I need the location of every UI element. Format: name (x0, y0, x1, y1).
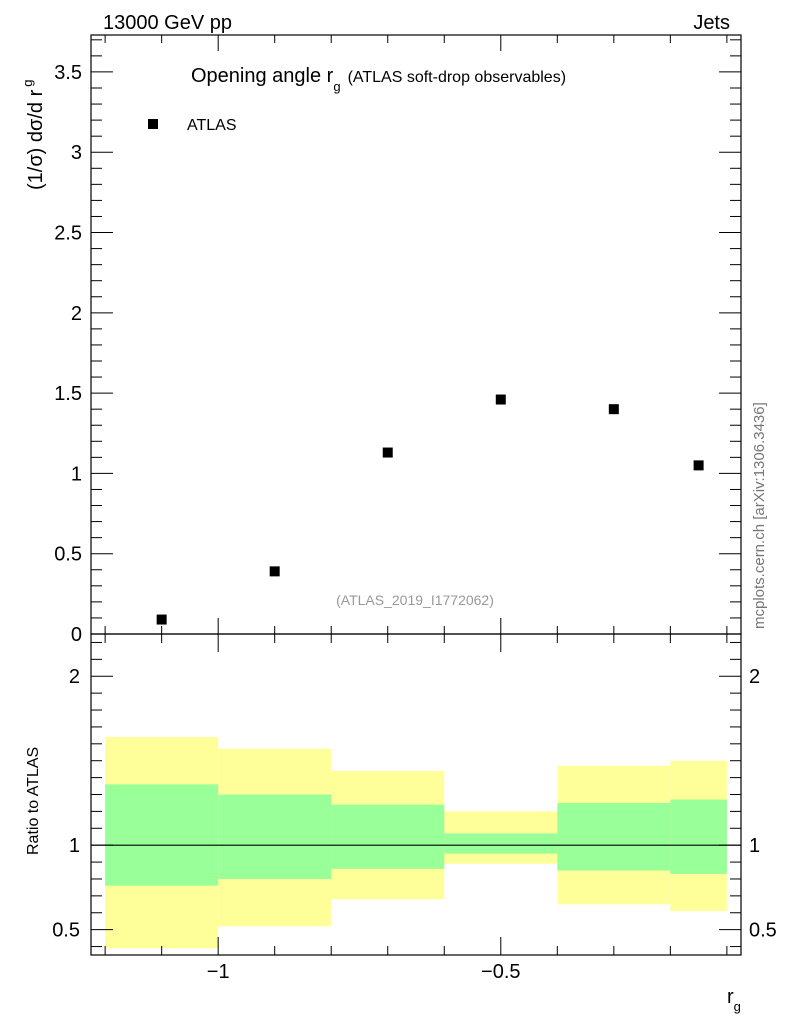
main-y-tick-label: 2.5 (54, 223, 82, 245)
main-y-axis-label: (1/σ) dσ/d r g (20, 80, 47, 191)
ratio-band-inner (557, 802, 671, 871)
data-point (382, 447, 393, 458)
main-y-tick-labels: 0.5 1 1.5 2 2.5 3 3.5 0 (54, 62, 82, 646)
x-tick-label: −1 (207, 961, 230, 983)
plot-title-detail: (ATLAS soft-drop observables) (348, 69, 566, 86)
ratio-x-tick-labels: −1 −0.5 (207, 961, 521, 983)
ratio-frame (90, 633, 742, 956)
main-y-tick-label: 0.5 (54, 544, 82, 566)
main-y-tick-label: 2 (71, 303, 82, 325)
main-y-tick-label: 1 (71, 463, 82, 485)
main-y-tick-label-zero: 0 (71, 624, 82, 646)
data-point (269, 566, 280, 577)
ratio-band-inner (218, 794, 332, 879)
x-axis-label: rg (727, 986, 741, 1014)
data-points (156, 394, 704, 625)
plot-title-subscript: g (333, 79, 340, 94)
ratio-bands (105, 737, 727, 949)
ratio-y-tick-label-right: 1 (749, 835, 760, 857)
plot-title-main: Opening angle r (191, 65, 334, 87)
main-y-tick-label: 1.5 (54, 383, 82, 405)
legend-label: ATLAS (187, 117, 237, 134)
main-y-tick-label: 3.5 (54, 62, 82, 84)
ratio-y-tick-label-right: 0.5 (749, 920, 777, 942)
main-plot: 0.511.522.533.50 Opening angle rg(ATLAS … (20, 34, 742, 646)
energy-label: 13000 GeV pp (103, 12, 232, 34)
data-point (693, 460, 704, 471)
ratio-y-axis-label: Ratio to ATLAS (25, 747, 42, 855)
ratio-band-inner (670, 799, 727, 874)
ratio-y-tick-label-right: 2 (749, 666, 760, 688)
main-ticks (91, 35, 741, 635)
data-point (495, 394, 506, 405)
plot-title: Opening angle rg (ATLAS soft-drop observa… (191, 65, 566, 94)
main-y-tick-label: 3 (71, 142, 82, 164)
ratio-y-tick-label: 0.5 (52, 920, 80, 942)
x-axis-label-subscript: g (734, 999, 741, 1014)
x-tick-label: −0.5 (481, 961, 520, 983)
data-point (608, 404, 619, 415)
legend-marker (148, 119, 158, 129)
analysis-id: (ATLAS_2019_I1772062) (336, 592, 494, 608)
ratio-y-tick-label: 1 (69, 835, 80, 857)
ratio-plot: 0.5 0.5 1 1 2 2 −1 −0.5 Ratio to ATLAS rg (25, 633, 777, 1014)
ratio-band-inner (444, 833, 558, 854)
ratio-ticks (91, 634, 741, 955)
main-y-axis-label-subscript: g (20, 80, 35, 87)
category-label: Jets (693, 12, 730, 34)
ratio-band-inner (105, 784, 219, 886)
watermark: mcplots.cern.ch [arXiv:1306.3436] (751, 402, 768, 629)
ratio-band-inner (331, 804, 445, 869)
data-point (156, 614, 167, 625)
main-y-axis-label-text: (1/σ) dσ/d r (25, 89, 47, 190)
x-axis-label-text: r (727, 986, 734, 1008)
ratio-y-tick-labels: 0.5 0.5 1 1 2 2 (52, 666, 777, 941)
ratio-y-tick-label: 2 (69, 666, 80, 688)
